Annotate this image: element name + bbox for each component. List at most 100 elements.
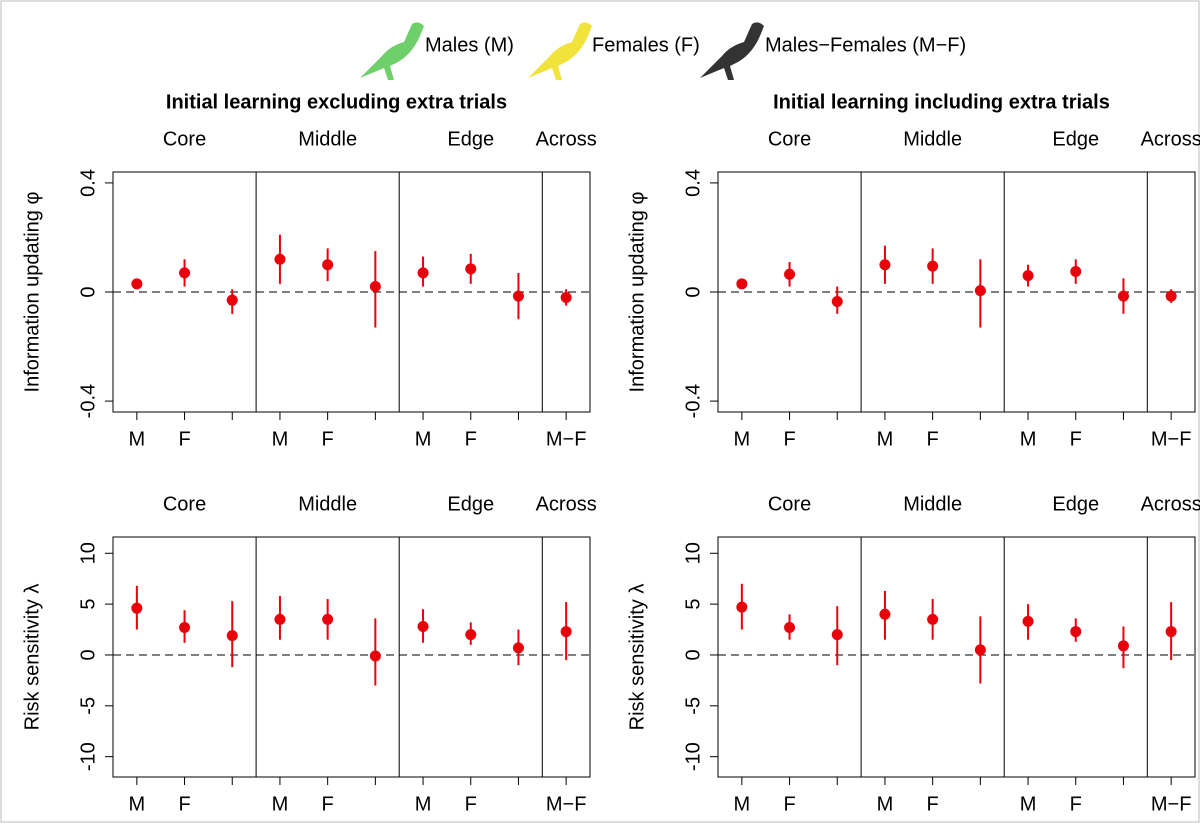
x-tick-label: M−F — [546, 793, 587, 815]
mean-point — [784, 269, 795, 280]
mean-point — [736, 278, 747, 289]
mean-point — [879, 259, 890, 270]
mean-point — [1166, 626, 1177, 637]
mean-point — [975, 644, 986, 655]
legend-icon — [528, 22, 592, 80]
mean-point — [370, 281, 381, 292]
mean-point — [179, 622, 190, 633]
x-tick-label: M — [734, 428, 751, 450]
y-tick-label: -0.4 — [77, 384, 99, 418]
mean-point — [274, 614, 285, 625]
group-label: Edge — [1052, 493, 1099, 515]
group-label: Middle — [903, 493, 962, 515]
legend-label: Females (F) — [592, 34, 700, 56]
x-tick-label: F — [178, 428, 190, 450]
x-tick-label: F — [322, 428, 334, 450]
x-tick-label: M — [415, 793, 432, 815]
mean-point — [465, 263, 476, 274]
mean-point — [561, 292, 572, 303]
mean-point — [832, 629, 843, 640]
group-label: Middle — [903, 128, 962, 150]
y-tick-label: -10 — [682, 742, 704, 771]
group-label: Core — [163, 493, 206, 515]
group-label: Across — [1141, 128, 1200, 150]
mean-point — [736, 602, 747, 613]
group-label: Across — [536, 128, 597, 150]
mean-point — [927, 614, 938, 625]
legend-icon — [360, 22, 424, 80]
x-tick-label: M — [734, 793, 751, 815]
group-label: Middle — [298, 493, 357, 515]
y-tick-label: 10 — [77, 542, 99, 564]
x-tick-label: F — [927, 428, 939, 450]
x-tick-label: M — [129, 793, 146, 815]
x-tick-label: F — [465, 793, 477, 815]
mean-point — [1023, 270, 1034, 281]
y-tick-label: 10 — [682, 542, 704, 564]
x-tick-label: M−F — [546, 428, 587, 450]
y-tick-label: -10 — [77, 742, 99, 771]
mean-point — [784, 622, 795, 633]
x-tick-label: F — [178, 793, 190, 815]
y-axis-label: Information updating φ — [21, 192, 43, 393]
group-label: Core — [768, 493, 811, 515]
x-tick-label: M — [415, 428, 432, 450]
group-label: Across — [536, 493, 597, 515]
x-tick-label: M — [877, 428, 894, 450]
x-tick-label: F — [1070, 428, 1082, 450]
x-tick-label: F — [465, 428, 477, 450]
y-tick-label: 0 — [77, 649, 99, 660]
mean-point — [227, 295, 238, 306]
mean-point — [975, 285, 986, 296]
y-tick-label: -5 — [682, 697, 704, 715]
mean-point — [131, 603, 142, 614]
mean-point — [418, 267, 429, 278]
bird-icon — [360, 22, 424, 80]
mean-point — [1023, 616, 1034, 627]
y-tick-label: 0.4 — [682, 169, 704, 197]
mean-point — [513, 291, 524, 302]
y-axis-label: Risk sensitivity λ — [21, 584, 43, 731]
mean-point — [274, 254, 285, 265]
mean-point — [370, 650, 381, 661]
x-tick-label: F — [1070, 793, 1082, 815]
mean-point — [1070, 266, 1081, 277]
mean-point — [322, 614, 333, 625]
y-tick-label: -0.4 — [682, 384, 704, 418]
x-tick-label: F — [783, 793, 795, 815]
legend-label: Males−Females (M−F) — [765, 34, 966, 56]
x-tick-label: M — [1020, 428, 1037, 450]
group-label: Middle — [298, 128, 357, 150]
mean-point — [322, 259, 333, 270]
x-tick-label: F — [783, 428, 795, 450]
panel-title: Initial learning including extra trials — [773, 91, 1110, 113]
mean-point — [131, 278, 142, 289]
y-tick-label: 0 — [682, 286, 704, 297]
y-tick-label: 0 — [77, 286, 99, 297]
group-label: Core — [163, 128, 206, 150]
mean-point — [1070, 626, 1081, 637]
legend-label: Males (M) — [425, 34, 514, 56]
mean-point — [561, 626, 572, 637]
x-tick-label: M — [129, 428, 146, 450]
y-tick-label: 0.4 — [77, 169, 99, 197]
mean-point — [1118, 640, 1129, 651]
mean-point — [1166, 291, 1177, 302]
group-label: Core — [768, 128, 811, 150]
legend-icon — [700, 22, 764, 80]
x-tick-label: F — [927, 793, 939, 815]
mean-point — [227, 630, 238, 641]
y-axis-label: Risk sensitivity λ — [626, 584, 648, 731]
group-label: Across — [1141, 493, 1200, 515]
figure: Males (M) Females (F) Males−Females (M−F) I… — [0, 0, 1200, 823]
mean-point — [1118, 291, 1129, 302]
mean-point — [179, 267, 190, 278]
panel-title: Initial learning excluding extra trials — [166, 91, 507, 113]
group-label: Edge — [447, 493, 494, 515]
y-tick-label: -5 — [77, 697, 99, 715]
y-tick-label: 5 — [77, 599, 99, 610]
x-tick-label: F — [322, 793, 334, 815]
x-tick-label: M−F — [1151, 793, 1192, 815]
x-tick-label: M — [272, 793, 289, 815]
mean-point — [879, 609, 890, 620]
